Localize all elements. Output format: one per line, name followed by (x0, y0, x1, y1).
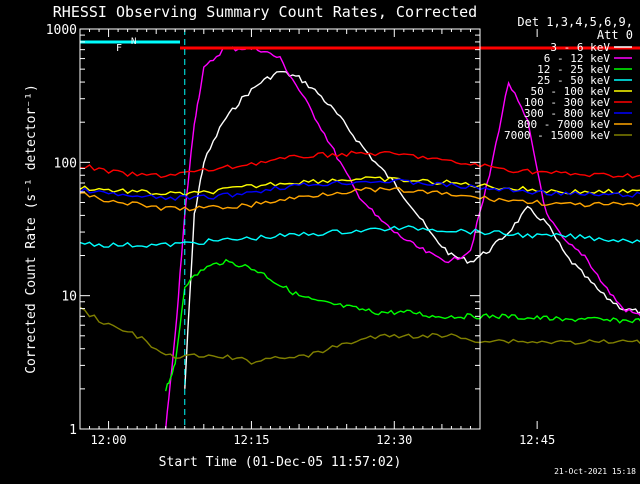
axes-layer: 12:0012:1512:3012:4513:0013:1513:3011010… (46, 23, 556, 447)
legend-header-line-2: Att 0 (597, 28, 633, 42)
series-layer (79, 46, 640, 430)
series-line-12-25-kev (165, 258, 640, 392)
legend-header-line-1: Det 1,3,4,5,6,9, (517, 15, 633, 29)
legend-label-7000-15000-kev: 7000 - 15000 keV (504, 129, 610, 142)
legend-label-300-800-kev: 300 - 800 keV (524, 107, 610, 120)
y-tick-label-0: 1 (69, 423, 77, 438)
legend-label-12-25-kev: 12 - 25 keV (537, 63, 610, 76)
y-tick-label-2: 100 (54, 156, 77, 171)
series-line-800-7000-kev (79, 186, 640, 212)
series-line-6-12-kev (165, 46, 640, 430)
legend-label-800-7000-kev: 800 - 7000 keV (517, 118, 610, 131)
x-tick-label-1: 12:15 (233, 433, 269, 447)
y-tick-label-1: 10 (61, 290, 77, 305)
y-axis-label: Corrected Count Rate (s⁻¹ detector⁻¹) (24, 84, 39, 374)
x-tick-label-2: 12:30 (376, 433, 412, 447)
series-line-25-50-kev (79, 225, 640, 248)
chart-title: RHESSI Observing Summary Count Rates, Co… (53, 3, 477, 21)
series-line-7000-15000-kev (79, 306, 640, 365)
flag-label: F (116, 43, 122, 54)
series-line-50-100-kev (79, 176, 640, 197)
x-axis-label: Start Time (01-Dec-05 11:57:02) (159, 455, 402, 470)
legend-label-25-50-kev: 25 - 50 keV (537, 74, 610, 87)
legend-label-50-100-kev: 50 - 100 keV (531, 85, 611, 98)
x-tick-label-0: 12:00 (91, 433, 127, 447)
x-tick-label-3: 12:45 (519, 433, 555, 447)
y-tick-label-3: 1000 (46, 23, 77, 38)
legend-label-100-300-kev: 100 - 300 keV (524, 96, 610, 109)
attenuator-label: N (131, 37, 136, 47)
legend-label-6-12-kev: 6 - 12 keV (544, 52, 611, 65)
timestamp: 21-Oct-2021 15:18 (554, 467, 636, 476)
legend-label-3-6-kev: 3 - 6 keV (550, 41, 610, 54)
series-line-100-300-kev (79, 150, 640, 179)
series-line-300-800-kev (79, 178, 640, 201)
